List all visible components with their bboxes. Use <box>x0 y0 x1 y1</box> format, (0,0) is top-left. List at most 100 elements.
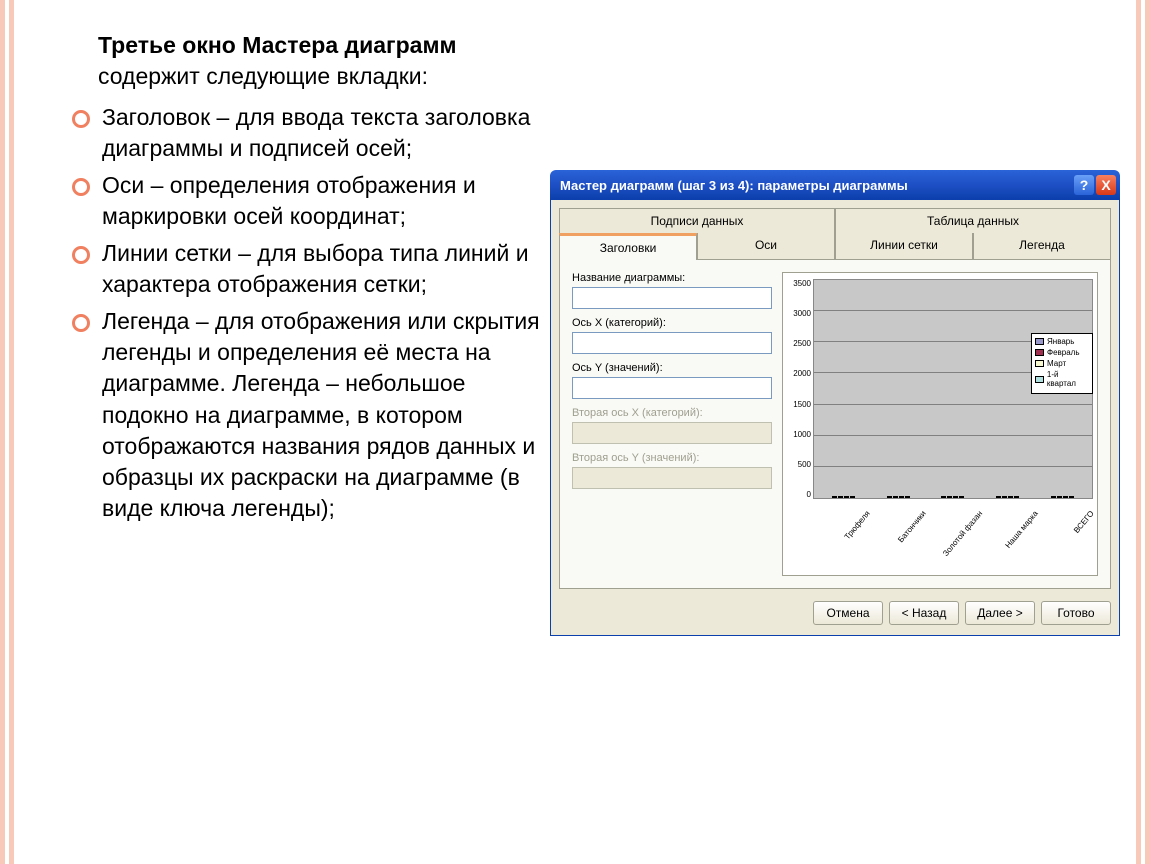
slide-content: Третье окно Мастера диаграмм содержит сл… <box>30 30 1120 834</box>
tab-таблица-данных[interactable]: Таблица данных <box>835 208 1111 233</box>
bar <box>1014 496 1019 498</box>
dialog-button-row: Отмена < Назад Далее > Готово <box>559 601 1111 625</box>
tab-оси[interactable]: Оси <box>697 233 835 259</box>
tab-row-top: Подписи данныхТаблица данных <box>559 208 1111 233</box>
close-button[interactable]: X <box>1096 175 1116 195</box>
legend-swatch <box>1035 349 1044 356</box>
y-tick-label: 1000 <box>787 430 811 439</box>
dialog-titlebar: Мастер диаграмм (шаг 3 из 4): параметры … <box>550 170 1120 200</box>
gridline <box>814 404 1092 405</box>
axis-x2-input <box>572 422 772 444</box>
bar <box>850 496 855 498</box>
bar <box>832 496 837 498</box>
bar <box>953 496 958 498</box>
bar <box>947 496 952 498</box>
chart-legend: Январь Февраль Март 1-й квартал <box>1031 333 1093 394</box>
bar <box>893 496 898 498</box>
bar <box>899 496 904 498</box>
bar <box>941 496 946 498</box>
bar <box>1063 496 1068 498</box>
form-column: Название диаграммы: Ось X (категорий): О… <box>572 272 772 576</box>
bar <box>844 496 849 498</box>
legend-item: Январь <box>1035 337 1089 346</box>
axis-y2-label: Вторая ось Y (значений): <box>572 452 772 464</box>
dialog-body: Подписи данныхТаблица данных ЗаголовкиОс… <box>550 200 1120 636</box>
bullet-list: Заголовок – для ввода текста заголовка д… <box>70 102 540 524</box>
x-tick-label: Наша марка <box>997 509 1067 580</box>
tab-подписи-данных[interactable]: Подписи данных <box>559 208 835 233</box>
cancel-button[interactable]: Отмена <box>813 601 883 625</box>
chart-title-label: Название диаграммы: <box>572 272 772 284</box>
gridline <box>814 435 1092 436</box>
y-axis: 0 500 1000 1500 2000 2500 3000 3500 <box>787 279 813 499</box>
intro-rest: содержит следующие вкладки: <box>98 63 428 89</box>
axis-y-label: Ось Y (значений): <box>572 362 772 374</box>
text-column: Третье окно Мастера диаграмм содержит сл… <box>70 30 540 530</box>
bar <box>887 496 892 498</box>
tab-row-bottom: ЗаголовкиОсиЛинии сеткиЛегенда <box>559 233 1111 259</box>
next-button[interactable]: Далее > <box>965 601 1035 625</box>
chart-title-input[interactable] <box>572 287 772 309</box>
gridline <box>814 279 1092 280</box>
bar-group <box>983 496 1032 498</box>
bar <box>1057 496 1062 498</box>
bar-group <box>874 496 923 498</box>
bullet-item: Оси – определения отображения и маркиров… <box>70 170 540 232</box>
bar <box>905 496 910 498</box>
bar <box>996 496 1001 498</box>
axis-x2-label: Вторая ось X (категорий): <box>572 407 772 419</box>
bar-group <box>819 496 868 498</box>
legend-label: Февраль <box>1047 348 1080 357</box>
axis-x-input[interactable] <box>572 332 772 354</box>
intro-paragraph: Третье окно Мастера диаграмм содержит сл… <box>98 30 540 92</box>
dialog-title: Мастер диаграмм (шаг 3 из 4): параметры … <box>560 178 1072 193</box>
tab-заголовки[interactable]: Заголовки <box>559 233 697 260</box>
x-tick-label: Золотой фазан <box>941 509 1011 580</box>
legend-label: Март <box>1047 359 1066 368</box>
y-tick-label: 1500 <box>787 400 811 409</box>
help-button[interactable]: ? <box>1074 175 1094 195</box>
bar-group <box>1038 496 1087 498</box>
tab-линии-сетки[interactable]: Линии сетки <box>835 233 973 259</box>
bar <box>1002 496 1007 498</box>
y-tick-label: 2000 <box>787 369 811 378</box>
finish-button[interactable]: Готово <box>1041 601 1111 625</box>
axis-y2-input <box>572 467 772 489</box>
bar <box>1069 496 1074 498</box>
chart-preview: 0 500 1000 1500 2000 2500 3000 3500 ТрюфеляБато… <box>782 272 1098 576</box>
tab-panel-titles: Название диаграммы: Ось X (категорий): О… <box>559 259 1111 589</box>
bar <box>1008 496 1013 498</box>
back-button[interactable]: < Назад <box>889 601 959 625</box>
gridline <box>814 466 1092 467</box>
bar <box>1051 496 1056 498</box>
axis-x-label: Ось X (категорий): <box>572 317 772 329</box>
legend-label: 1-й квартал <box>1047 370 1089 388</box>
axis-y-input[interactable] <box>572 377 772 399</box>
decor-stripe-right <box>1136 0 1150 864</box>
legend-item: 1-й квартал <box>1035 370 1089 388</box>
legend-item: Март <box>1035 359 1089 368</box>
x-tick-label: Батончики <box>885 509 955 580</box>
tab-легенда[interactable]: Легенда <box>973 233 1111 259</box>
y-tick-label: 0 <box>787 490 811 499</box>
bullet-item: Заголовок – для ввода текста заголовка д… <box>70 102 540 164</box>
legend-label: Январь <box>1047 337 1074 346</box>
x-axis-labels: ТрюфеляБатончикиЗолотой фазанНаша маркаВ… <box>813 499 1093 543</box>
x-tick-label: ВСЕГО <box>1053 509 1123 580</box>
x-tick-label: Трюфеля <box>829 509 899 580</box>
decor-stripe-left <box>0 0 14 864</box>
y-tick-label: 3500 <box>787 279 811 288</box>
y-tick-label: 2500 <box>787 339 811 348</box>
y-tick-label: 3000 <box>787 309 811 318</box>
chart-wizard-dialog: Мастер диаграмм (шаг 3 из 4): параметры … <box>550 170 1120 636</box>
bar <box>838 496 843 498</box>
bullet-item: Линии сетки – для выбора типа линий и ха… <box>70 238 540 300</box>
bar-group <box>928 496 977 498</box>
legend-swatch <box>1035 338 1044 345</box>
y-tick-label: 500 <box>787 460 811 469</box>
intro-bold: Третье окно Мастера диаграмм <box>98 32 456 58</box>
legend-swatch <box>1035 376 1044 383</box>
bullet-item: Легенда – для отображения или скрытия ле… <box>70 306 540 523</box>
bar <box>959 496 964 498</box>
legend-item: Февраль <box>1035 348 1089 357</box>
